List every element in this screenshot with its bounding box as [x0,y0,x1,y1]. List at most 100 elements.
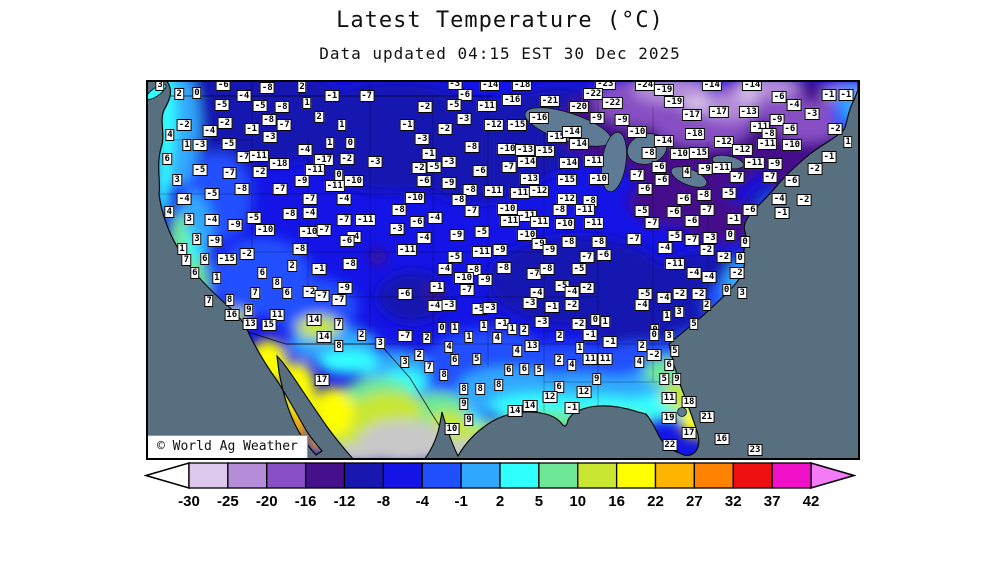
temp-label: -9 [614,113,630,126]
temp-label: 11 [661,391,677,404]
temp-label: -7 [762,171,778,184]
scale-tick: 2 [496,493,504,510]
temp-label: -5 [221,138,237,151]
temp-label: -19 [654,83,675,96]
temp-label: -2 [807,162,823,175]
temp-label: -9 [294,174,310,187]
temp-label: -3 [456,112,472,125]
temp-label: 7 [334,318,344,331]
temp-label: 16 [714,432,730,445]
temp-label: -20 [568,100,590,113]
temp-label: -8 [391,203,407,216]
temp-label: 1 [450,321,460,334]
temp-label: -6 [457,89,473,102]
temp-label: -7 [464,204,480,217]
temp-label: 4 [444,341,454,354]
temp-label: -7 [359,89,375,102]
temp-label: 4 [512,344,522,357]
temp-label: -3 [447,82,463,90]
temp-label: -11 [744,156,765,169]
temp-label: 7 [204,294,214,307]
temp-label: 17 [681,427,697,440]
temp-label: 1 [574,341,585,354]
temp-label: -2 [217,116,233,129]
temp-label: 1 [302,97,312,110]
scale-segment [382,462,423,489]
temp-label: -1 [564,401,580,414]
temp-label: 1 [325,136,335,149]
scale-tick: 16 [608,493,625,510]
temp-label: -5 [204,188,220,201]
temp-label: -2 [579,282,595,295]
temp-label: 15 [261,318,277,331]
temp-label: -11 [499,215,521,228]
temp-label: -17 [681,109,702,122]
temp-label: 10 [444,423,460,436]
temp-label: -4 [302,206,318,219]
temp-label: 0 [735,251,745,264]
temp-label: 18 [681,395,697,408]
temp-label: -13 [519,173,541,185]
temp-label: -2 [672,288,688,301]
temp-label: -1 [544,300,560,313]
temp-label: 4 [567,359,577,372]
temp-label: -5 [474,226,490,239]
temp-label: 6 [554,380,564,393]
temp-label: -5 [571,262,587,275]
temp-label: 2 [356,329,367,342]
temp-label: 1 [212,271,222,284]
temp-label: -1 [774,206,790,219]
temp-label: -3 [414,133,430,146]
temp-label: -7 [397,330,413,343]
map-title: Latest Temperature (°C) [336,8,664,33]
temp-label: -8 [641,147,657,160]
temp-label: -8 [696,189,712,202]
temp-label: -10 [404,192,426,205]
temp-label: -8 [259,82,275,95]
temp-label: -6 [339,235,355,248]
temp-label: -21 [539,95,560,108]
temp-label: 23 [747,444,763,457]
temp-label: -4 [297,144,313,157]
temp-label: -4 [564,286,580,299]
temp-label: 7 [181,253,192,266]
temp-label: -2 [827,123,843,135]
temp-label: 3 [192,233,202,246]
temp-label: 19 [661,412,677,425]
temp-label: -24 [634,80,656,91]
temp-label: -1 [821,150,837,163]
temp-label: 11 [597,353,613,366]
temp-label: -14 [701,80,722,91]
temp-label: 2 [555,330,565,343]
temp-label: -5 [192,163,208,176]
temp-label: -7 [579,250,595,263]
temp-label: -4 [202,124,218,137]
map-credit: © World Ag Weather [148,435,308,458]
temp-label: -13 [738,106,759,119]
temp-label: 9 [459,397,469,410]
temp-label: -4 [427,212,443,225]
temp-label: -8 [274,100,290,113]
temp-label: 3 [664,330,674,343]
temp-label: 8 [272,277,282,290]
temp-label: -4 [236,89,252,102]
temp-label: 5 [534,364,544,377]
temp-label: -11 [355,213,376,226]
temp-label: -8 [496,262,512,275]
temp-label: 6 [450,353,460,366]
temp-label: -9 [227,218,243,231]
temp-label: -11 [574,203,595,216]
temp-label: -14 [516,156,538,169]
temp-label: -4 [686,267,702,279]
temp-label: -2 [411,162,427,175]
scale-segment [188,462,229,489]
temp-label: -11 [583,154,605,167]
temp-label: 8 [494,379,504,392]
temp-label: -12 [483,118,504,131]
temp-label: -18 [512,80,533,91]
temp-label: -8 [292,242,308,255]
temp-label: 4 [682,165,692,178]
temp-label: -5 [447,250,463,263]
temp-label: -6 [666,206,682,219]
temp-label: -11 [509,186,531,199]
